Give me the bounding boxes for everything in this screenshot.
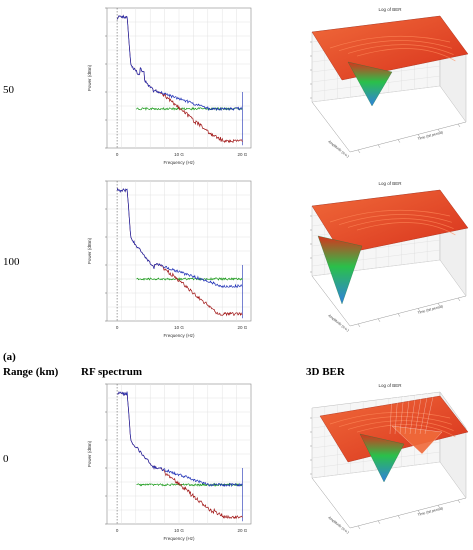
ber-surface	[319, 395, 469, 463]
ber-valley	[359, 433, 405, 483]
range-label-0: 0	[3, 453, 9, 465]
x-tick-label: 10 G	[174, 152, 184, 157]
axis-tick	[397, 515, 401, 519]
x-axis-label: Frequency (Hz)	[163, 160, 195, 165]
blue-trace	[116, 391, 243, 488]
axis-tick	[377, 520, 381, 524]
x-tick-label: 0	[116, 528, 119, 533]
range-label-100: 100	[3, 256, 20, 268]
x-axis-label: Frequency (Hz)	[163, 333, 195, 338]
grid-overlay	[409, 391, 417, 435]
axis-tick	[377, 318, 381, 322]
surface-ridge	[347, 218, 454, 229]
ber-title: Log of BER	[378, 181, 402, 186]
ber-title: Log of BER	[378, 383, 402, 388]
rf-spectrum-header: RF spectrum	[81, 366, 142, 378]
axis-tick	[417, 510, 421, 514]
grid-overlay	[389, 391, 393, 435]
x-tick-label: 20 G	[237, 152, 247, 157]
ber-x-label: Amplitude (a.u.)	[327, 516, 349, 535]
ber-3d-0km: Log of BER Amplitude (a.u.) Time (bit peri…	[310, 383, 469, 535]
grid-overlay	[404, 391, 411, 435]
surface-ridge	[347, 44, 454, 55]
axis-tick	[377, 144, 381, 148]
axis-line	[311, 275, 351, 327]
x-tick-label: 0	[116, 152, 119, 157]
axis-line	[311, 101, 351, 153]
grid-overlay	[399, 391, 405, 435]
grid-overlay	[394, 391, 399, 435]
axis-line	[349, 295, 467, 327]
rf-spectrum-50km: 0 10 G 20 G Frequency (Hz) Power (dBm)	[87, 7, 252, 165]
ber-3d-50km: Log of BER Amplitude (a.u.) Time (bit peri…	[310, 7, 469, 159]
axis-line	[349, 497, 467, 529]
rf-spectrum-100km: 0 10 G 20 G Frequency (Hz) Power (dBm)	[87, 180, 252, 338]
ber-x-label: Amplitude (a.u.)	[327, 314, 349, 333]
surface-ridge	[338, 214, 452, 226]
axis-tick	[397, 139, 401, 143]
axis-tick	[457, 297, 461, 302]
y-axis-label: Power (dBm)	[87, 440, 92, 467]
green-trace	[136, 276, 243, 281]
surface-ridge	[356, 424, 456, 438]
surface-ridge	[329, 411, 451, 425]
axis-tick	[437, 129, 441, 133]
axis-tick	[437, 505, 441, 509]
x-tick-label: 20 G	[237, 325, 247, 330]
blue-trace	[116, 187, 243, 289]
range-header: Range (km)	[3, 366, 59, 378]
grid-overlay	[419, 391, 429, 435]
axis-line	[311, 477, 351, 529]
surface-ridge	[329, 209, 451, 223]
ber-y-label: Time (bit period)	[417, 130, 443, 141]
rf-spectrum-0km: 0 10 G 20 G Frequency (Hz) Power (dBm)	[87, 383, 252, 541]
surface-ridge	[347, 420, 454, 431]
x-tick-label: 10 G	[174, 528, 184, 533]
green-trace	[136, 106, 243, 111]
grid-overlay	[424, 391, 435, 435]
blue-trace	[116, 14, 243, 112]
ber-3d-100km: Log of BER Amplitude (a.u.) Time (bit peri…	[310, 181, 469, 333]
range-label-50: 50	[3, 84, 14, 96]
axis-tick	[357, 323, 361, 328]
axis-tick	[417, 308, 421, 312]
ber-ridge-highlight	[391, 425, 443, 455]
ber-title: Log of BER	[378, 7, 402, 12]
axis-tick	[417, 134, 421, 138]
axis-tick	[357, 525, 361, 530]
axis-line	[349, 121, 467, 153]
axis-tick	[397, 313, 401, 317]
x-tick-label: 20 G	[237, 528, 247, 533]
axis-tick	[457, 499, 461, 504]
axis-tick	[457, 123, 461, 128]
x-axis-label: Frequency (Hz)	[163, 536, 195, 541]
surface-ridge	[356, 48, 456, 62]
surface-ridge	[338, 416, 452, 428]
ber-valley	[347, 61, 393, 107]
ber-header: 3D BER	[306, 366, 345, 378]
axis-tick	[437, 303, 441, 307]
y-axis-label: Power (dBm)	[87, 237, 92, 264]
surface-ridge	[338, 40, 452, 52]
ber-x-label: Amplitude (a.u.)	[327, 140, 349, 159]
surface-ridge	[329, 35, 451, 49]
axis-tick	[357, 149, 361, 154]
panel-tag: (a)	[3, 351, 16, 363]
grid-overlay	[414, 391, 423, 435]
surface-ridge	[356, 222, 456, 236]
y-axis-label: Power (dBm)	[87, 64, 92, 91]
x-tick-label: 10 G	[174, 325, 184, 330]
ber-surface	[311, 189, 469, 255]
ber-y-label: Time (bit period)	[417, 506, 443, 517]
ber-y-label: Time (bit period)	[417, 304, 443, 315]
x-tick-label: 0	[116, 325, 119, 330]
ber-valley	[317, 235, 363, 305]
